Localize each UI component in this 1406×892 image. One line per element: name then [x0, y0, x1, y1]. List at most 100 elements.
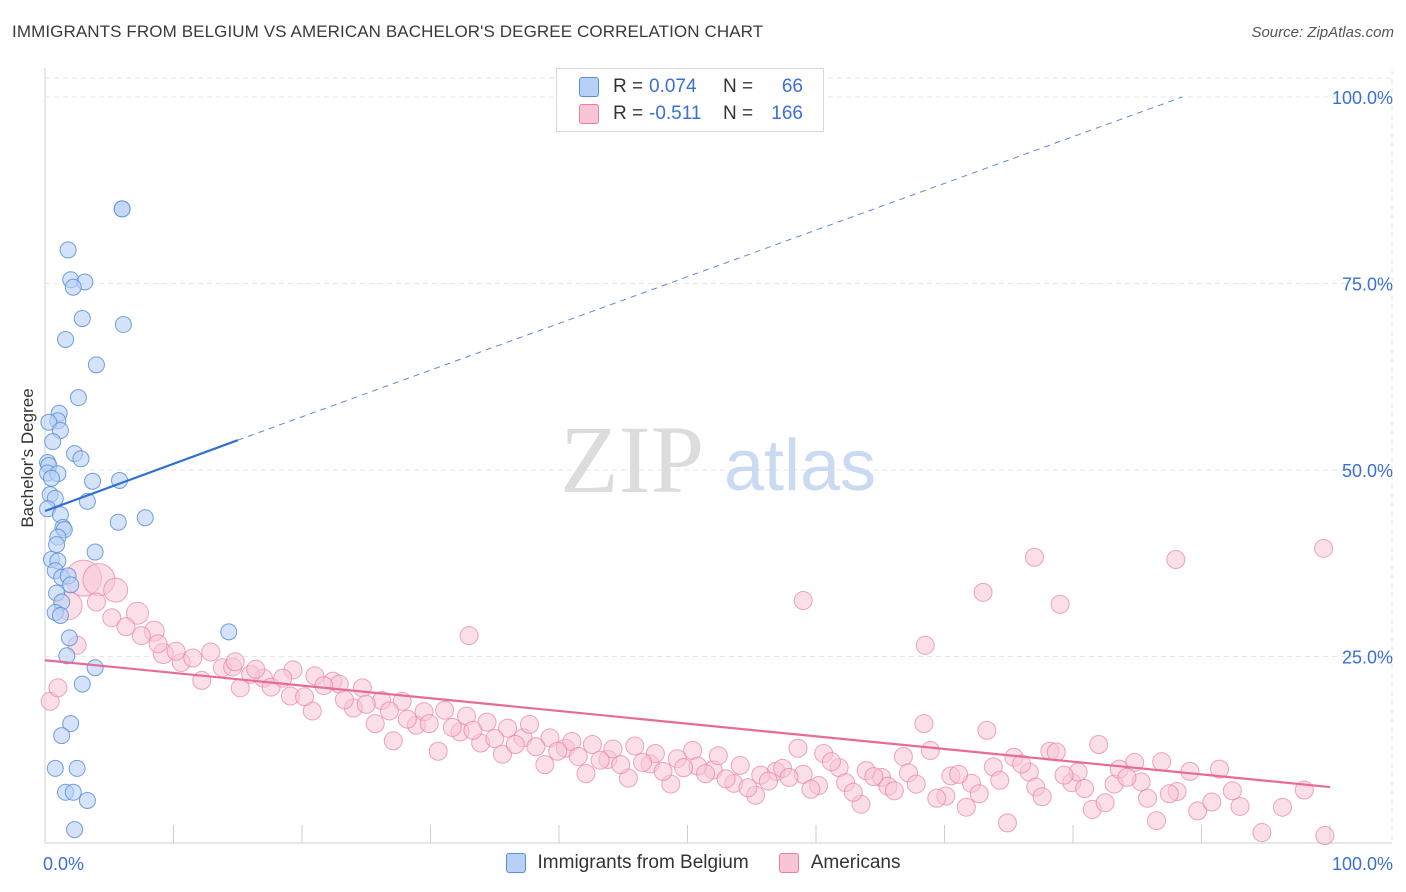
americans-point: [1222, 781, 1242, 801]
legend-row-belgium: R = 0.074 N = 66: [579, 75, 803, 99]
americans-point: [1117, 767, 1137, 787]
belgium-point: [114, 316, 132, 334]
americans-point: [1272, 797, 1292, 817]
americans-point: [419, 714, 439, 734]
americans-point: [295, 687, 315, 707]
belgium-point: [86, 543, 104, 561]
americans-point: [1050, 594, 1070, 614]
americans-point: [1089, 735, 1109, 755]
americans-point: [356, 694, 376, 714]
belgium-point: [68, 759, 86, 777]
n-label: N =: [723, 76, 754, 97]
r-value: -0.511: [649, 103, 702, 124]
legend-label-americans: Americans: [810, 852, 901, 873]
r-label: R =: [613, 76, 644, 97]
americans-point: [103, 577, 129, 603]
belgium-point: [73, 310, 91, 328]
r-value: 0.074: [649, 76, 697, 97]
americans-point: [674, 758, 694, 778]
n-value: 166: [771, 103, 803, 124]
belgium-point: [87, 356, 105, 374]
americans-point: [1209, 759, 1229, 779]
belgium-trend-extension: [237, 96, 1183, 441]
americans-point: [459, 626, 479, 646]
americans-point: [48, 678, 68, 698]
americans-point: [225, 652, 245, 672]
americans-point: [86, 592, 106, 612]
belgium-point: [62, 715, 80, 733]
americans-point: [1315, 826, 1335, 846]
americans-point: [428, 741, 448, 761]
legend-item-americans[interactable]: Americans: [778, 852, 901, 874]
americans-point: [442, 717, 462, 737]
x-tick-label-end: 100.0%: [1332, 854, 1393, 874]
belgium-point: [57, 330, 75, 348]
americans-point: [148, 634, 168, 654]
belgium-point: [64, 278, 82, 296]
americans-point: [201, 642, 221, 662]
americans-point: [1180, 761, 1200, 781]
americans-point: [505, 735, 525, 755]
americans-point: [1230, 796, 1250, 816]
belgium-point: [46, 759, 64, 777]
americans-point: [485, 729, 505, 749]
belgium-point: [64, 783, 82, 801]
americans-point: [1314, 538, 1334, 558]
belgium-point: [44, 433, 62, 451]
belgium-point: [78, 791, 96, 809]
americans-point: [821, 752, 841, 772]
americans-point: [582, 735, 602, 755]
belgium-point: [136, 509, 154, 527]
americans-point: [1032, 787, 1052, 807]
americans-point: [779, 767, 799, 787]
legend-label-belgium: Immigrants from Belgium: [537, 852, 749, 873]
americans-point: [843, 782, 863, 802]
americans-point: [246, 659, 266, 679]
y-tick-label: 100.0%: [1332, 88, 1393, 108]
americans-point: [920, 740, 940, 760]
americans-point: [603, 739, 623, 759]
belgium-point: [84, 472, 102, 490]
americans-point: [1046, 742, 1066, 762]
americans-point: [956, 797, 976, 817]
americans-point: [653, 761, 673, 781]
americans-point: [576, 764, 596, 784]
americans-point: [864, 767, 884, 787]
americans-point: [695, 764, 715, 784]
americans-point: [758, 771, 778, 791]
legend-item-belgium[interactable]: Immigrants from Belgium: [505, 852, 749, 874]
americans-point: [1024, 547, 1044, 567]
belgium-points: [39, 200, 238, 839]
americans-point: [633, 752, 653, 772]
americans-point: [463, 720, 483, 740]
americans-point: [977, 720, 997, 740]
tick-labels: 25.0% 50.0% 75.0% 100.0% 0.0% 100.0%: [43, 88, 1393, 874]
americans-point: [568, 746, 588, 766]
americans-point: [498, 718, 518, 738]
pink-swatch: [778, 853, 799, 873]
y-tick-label: 75.0%: [1342, 275, 1393, 295]
belgium-point: [53, 727, 71, 745]
americans-point: [365, 714, 385, 734]
belgium-point: [86, 659, 104, 677]
americans-point: [716, 769, 736, 789]
americans-point: [116, 617, 136, 637]
watermark-zip: ZIP: [560, 406, 704, 513]
americans-point: [625, 736, 645, 756]
americans-point: [334, 690, 354, 710]
americans-point: [906, 774, 926, 794]
americans-point: [183, 648, 203, 668]
americans-point: [1159, 784, 1179, 804]
americans-point: [492, 744, 512, 764]
americans-point: [793, 591, 813, 611]
americans-point: [102, 608, 122, 628]
americans-point: [166, 641, 186, 661]
pink-swatch: [579, 104, 599, 124]
americans-point: [884, 781, 904, 801]
belgium-point: [62, 576, 80, 594]
americans-trend-line: [44, 659, 1331, 789]
americans-point: [788, 738, 808, 758]
americans-point: [927, 788, 947, 808]
belgium-point: [73, 675, 91, 693]
americans-point: [548, 741, 568, 761]
